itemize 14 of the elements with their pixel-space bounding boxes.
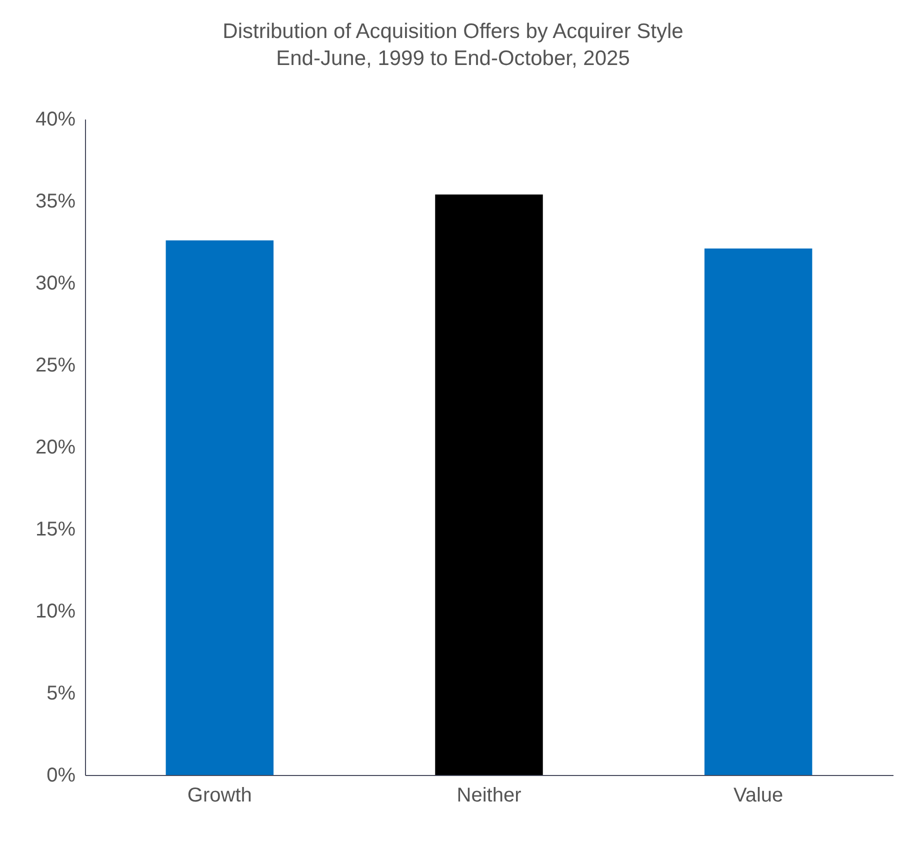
x-tick-label: Neither <box>456 784 522 806</box>
x-tick-label: Growth <box>187 784 252 806</box>
y-tick-label: 25% <box>35 354 76 376</box>
y-tick-label: 0% <box>46 764 76 786</box>
y-tick-label: 40% <box>35 108 76 130</box>
y-tick-label: 5% <box>46 682 76 704</box>
text: Distribution of Acquisition Offers by Acquirer Style <box>222 20 684 43</box>
x-tick-label: Value <box>733 784 784 806</box>
y-tick-label: 15% <box>35 518 76 540</box>
y-tick-label: 10% <box>35 600 76 622</box>
y-tick-label: 35% <box>35 190 76 212</box>
y-tick-label: 30% <box>35 272 76 294</box>
text: End-June, 1999 to End-October, 2025 <box>276 47 630 70</box>
y-tick-label: 20% <box>35 436 76 458</box>
